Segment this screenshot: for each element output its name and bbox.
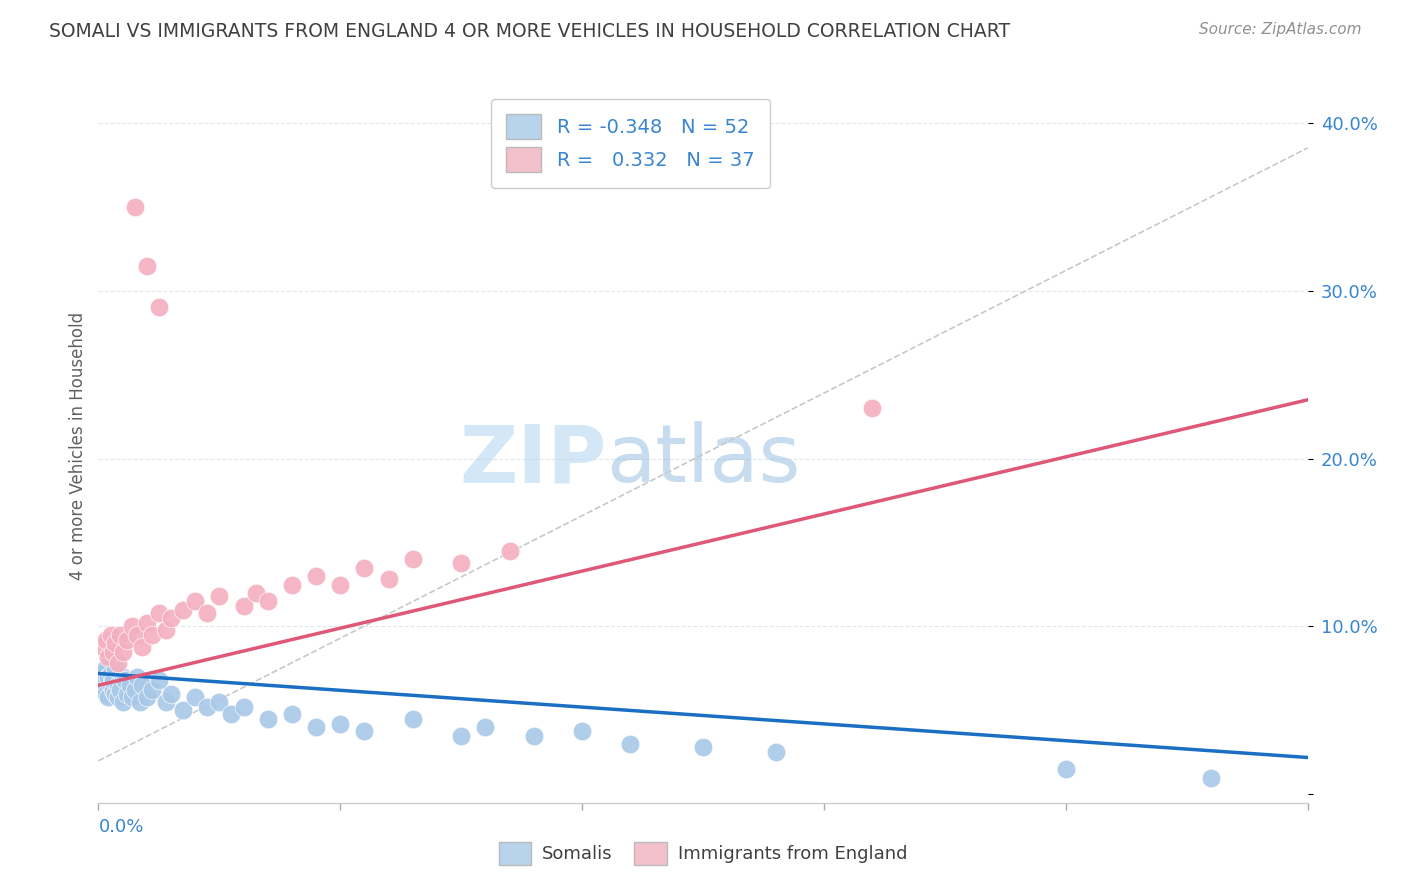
Point — [100, 666, 122, 681]
Point — [619, 737, 641, 751]
Point — [117, 687, 139, 701]
Text: atlas: atlas — [606, 421, 800, 500]
Point — [1199, 771, 1222, 785]
Point — [281, 577, 304, 591]
Point — [450, 729, 472, 743]
Point — [124, 200, 146, 214]
Point — [118, 678, 141, 692]
Point — [124, 683, 146, 698]
Point — [232, 599, 254, 614]
Point — [111, 670, 134, 684]
Point — [108, 683, 131, 698]
Point — [245, 586, 267, 600]
Point — [281, 706, 304, 721]
Point — [195, 700, 218, 714]
Point — [135, 616, 157, 631]
Legend: Somalis, Immigrants from England: Somalis, Immigrants from England — [492, 835, 914, 872]
Point — [692, 740, 714, 755]
Point — [184, 690, 207, 704]
Point — [450, 556, 472, 570]
Point — [195, 606, 218, 620]
Point — [402, 712, 425, 726]
Point — [114, 673, 136, 688]
Point — [104, 636, 127, 650]
Point — [121, 690, 143, 704]
Point — [329, 717, 352, 731]
Point — [353, 723, 375, 738]
Point — [135, 259, 157, 273]
Point — [305, 569, 328, 583]
Point — [127, 628, 149, 642]
Point — [160, 611, 183, 625]
Point — [571, 723, 593, 738]
Point — [127, 670, 149, 684]
Point — [232, 700, 254, 714]
Point — [765, 746, 787, 760]
Point — [155, 623, 177, 637]
Point — [148, 301, 170, 315]
Point — [131, 640, 153, 654]
Point — [117, 632, 139, 647]
Point — [208, 695, 231, 709]
Point — [121, 619, 143, 633]
Point — [498, 544, 520, 558]
Point — [107, 657, 129, 671]
Point — [208, 589, 231, 603]
Point — [97, 649, 120, 664]
Point — [94, 687, 117, 701]
Point — [107, 690, 129, 704]
Text: Source: ZipAtlas.com: Source: ZipAtlas.com — [1198, 22, 1361, 37]
Point — [377, 573, 399, 587]
Y-axis label: 4 or more Vehicles in Household: 4 or more Vehicles in Household — [69, 312, 87, 580]
Point — [94, 632, 117, 647]
Text: SOMALI VS IMMIGRANTS FROM ENGLAND 4 OR MORE VEHICLES IN HOUSEHOLD CORRELATION CH: SOMALI VS IMMIGRANTS FROM ENGLAND 4 OR M… — [49, 22, 1011, 41]
Point — [353, 560, 375, 574]
Point — [141, 628, 163, 642]
Point — [91, 678, 114, 692]
Point — [172, 603, 194, 617]
Point — [101, 645, 124, 659]
Point — [402, 552, 425, 566]
Point — [131, 678, 153, 692]
Point — [90, 673, 112, 688]
Point — [101, 683, 124, 698]
Text: ZIP: ZIP — [458, 421, 606, 500]
Point — [111, 695, 134, 709]
Point — [148, 606, 170, 620]
Point — [256, 712, 278, 726]
Point — [860, 401, 883, 416]
Point — [221, 706, 243, 721]
Point — [104, 661, 127, 675]
Point — [329, 577, 352, 591]
Point — [97, 670, 120, 684]
Point — [100, 678, 122, 692]
Point — [155, 695, 177, 709]
Point — [148, 673, 170, 688]
Legend: R = -0.348   N = 52, R =   0.332   N = 37: R = -0.348 N = 52, R = 0.332 N = 37 — [491, 99, 770, 188]
Point — [128, 695, 150, 709]
Point — [1054, 762, 1077, 776]
Text: 0.0%: 0.0% — [98, 819, 143, 837]
Point — [135, 690, 157, 704]
Point — [101, 673, 124, 688]
Point — [474, 720, 496, 734]
Point — [305, 720, 328, 734]
Point — [184, 594, 207, 608]
Point — [160, 687, 183, 701]
Point — [104, 687, 127, 701]
Point — [523, 729, 546, 743]
Point — [100, 628, 122, 642]
Point — [111, 645, 134, 659]
Point — [256, 594, 278, 608]
Point — [141, 683, 163, 698]
Point — [107, 678, 129, 692]
Point — [172, 703, 194, 717]
Point — [108, 628, 131, 642]
Point — [91, 666, 114, 681]
Point — [97, 690, 120, 704]
Point — [91, 640, 114, 654]
Point — [94, 661, 117, 675]
